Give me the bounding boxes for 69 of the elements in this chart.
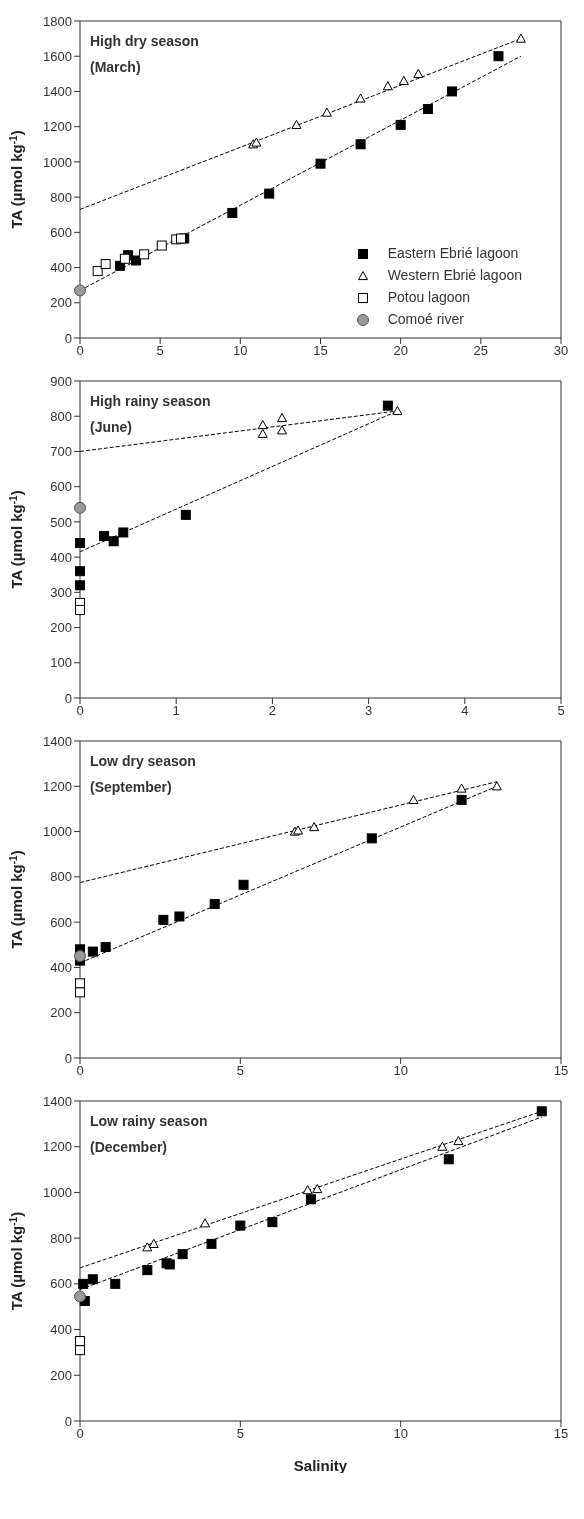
y-tick-label: 1000: [43, 824, 72, 840]
x-tick-label: 15: [553, 1063, 569, 1079]
y-tick-label: 300: [50, 584, 72, 600]
legend-label: Western Ebrié lagoon: [387, 267, 522, 283]
x-tick-label: 0: [76, 703, 84, 719]
x-tick-label: 0: [76, 343, 84, 359]
x-tick-label: 10: [393, 1063, 408, 1079]
y-tick-label: 400: [50, 549, 72, 565]
y-tick-label: 400: [50, 260, 72, 276]
y-tick-label: 800: [50, 1230, 72, 1246]
text: Low rainy season: [90, 1112, 208, 1131]
legend-label: Potou lagoon: [387, 289, 471, 305]
y-tick-label: 0: [64, 1050, 72, 1066]
y-tick-label: 600: [50, 914, 72, 930]
x-tick-label: 10: [233, 343, 248, 359]
x-tick-label: 15: [553, 1426, 569, 1442]
y-tick-label: 900: [50, 373, 72, 389]
x-tick-label: 3: [364, 703, 373, 719]
y-tick-label: 1000: [43, 154, 72, 170]
y-tick-label: 400: [50, 960, 72, 976]
y-tick-label: 600: [50, 224, 72, 240]
x-tick-label: 5: [156, 343, 164, 359]
x-tick-label: 10: [393, 1426, 408, 1442]
x-tick-label: 15: [313, 343, 328, 359]
y-tick-label: 600: [50, 1276, 72, 1292]
y-tick-label: 200: [50, 1005, 72, 1021]
text: High rainy season: [90, 392, 211, 411]
y-tick-label: 1200: [43, 1139, 72, 1155]
y-tick-label: 800: [50, 189, 72, 205]
text: (March): [90, 58, 142, 77]
y-tick-label: 200: [50, 295, 72, 311]
x-tick-label: 2: [268, 703, 277, 719]
y-tick-label: 100: [50, 655, 72, 671]
y-tick-label: 1000: [43, 1185, 72, 1201]
y-tick-label: 1400: [43, 1093, 72, 1109]
text: (September): [90, 778, 173, 797]
y-tick-label: 0: [64, 690, 72, 706]
y-tick-label: 600: [50, 479, 72, 495]
x-tick-label: 5: [236, 1063, 244, 1079]
y-tick-label: 0: [64, 1413, 72, 1429]
legend-label: Eastern Ebrié lagoon: [387, 245, 519, 261]
y-tick-label: 800: [50, 869, 72, 885]
y-tick-label: 200: [50, 620, 72, 636]
x-tick-label: 1: [172, 703, 180, 719]
y-tick-label: 1400: [43, 733, 72, 749]
text: Low dry season: [90, 752, 196, 771]
y-tick-label: 500: [50, 514, 72, 530]
y-tick-label: 700: [50, 444, 72, 460]
y-tick-label: 1200: [43, 778, 72, 794]
y-tick-label: 1200: [43, 119, 72, 135]
y-tick-label: 0: [64, 330, 72, 346]
x-tick-label: 4: [461, 703, 469, 719]
x-tick-label: 0: [76, 1063, 84, 1079]
text: (December): [90, 1138, 169, 1157]
x-tick-label: 0: [76, 1426, 84, 1442]
x-tick-label: 20: [393, 343, 408, 359]
legend-label: Comoé river: [387, 311, 464, 327]
y-tick-label: 200: [50, 1367, 72, 1383]
x-tick-label: 5: [236, 1426, 244, 1442]
y-tick-label: 800: [50, 408, 72, 424]
y-tick-label: 400: [50, 1322, 72, 1338]
y-tick-label: 1400: [43, 84, 72, 100]
x-tick-label: 25: [473, 343, 489, 359]
text: (June): [90, 418, 133, 437]
x-tick-label: 30: [553, 343, 569, 359]
y-tick-label: 1600: [43, 48, 72, 64]
x-tick-label: 5: [557, 703, 565, 719]
text: High dry season: [90, 32, 199, 51]
y-tick-label: 1800: [43, 13, 72, 29]
